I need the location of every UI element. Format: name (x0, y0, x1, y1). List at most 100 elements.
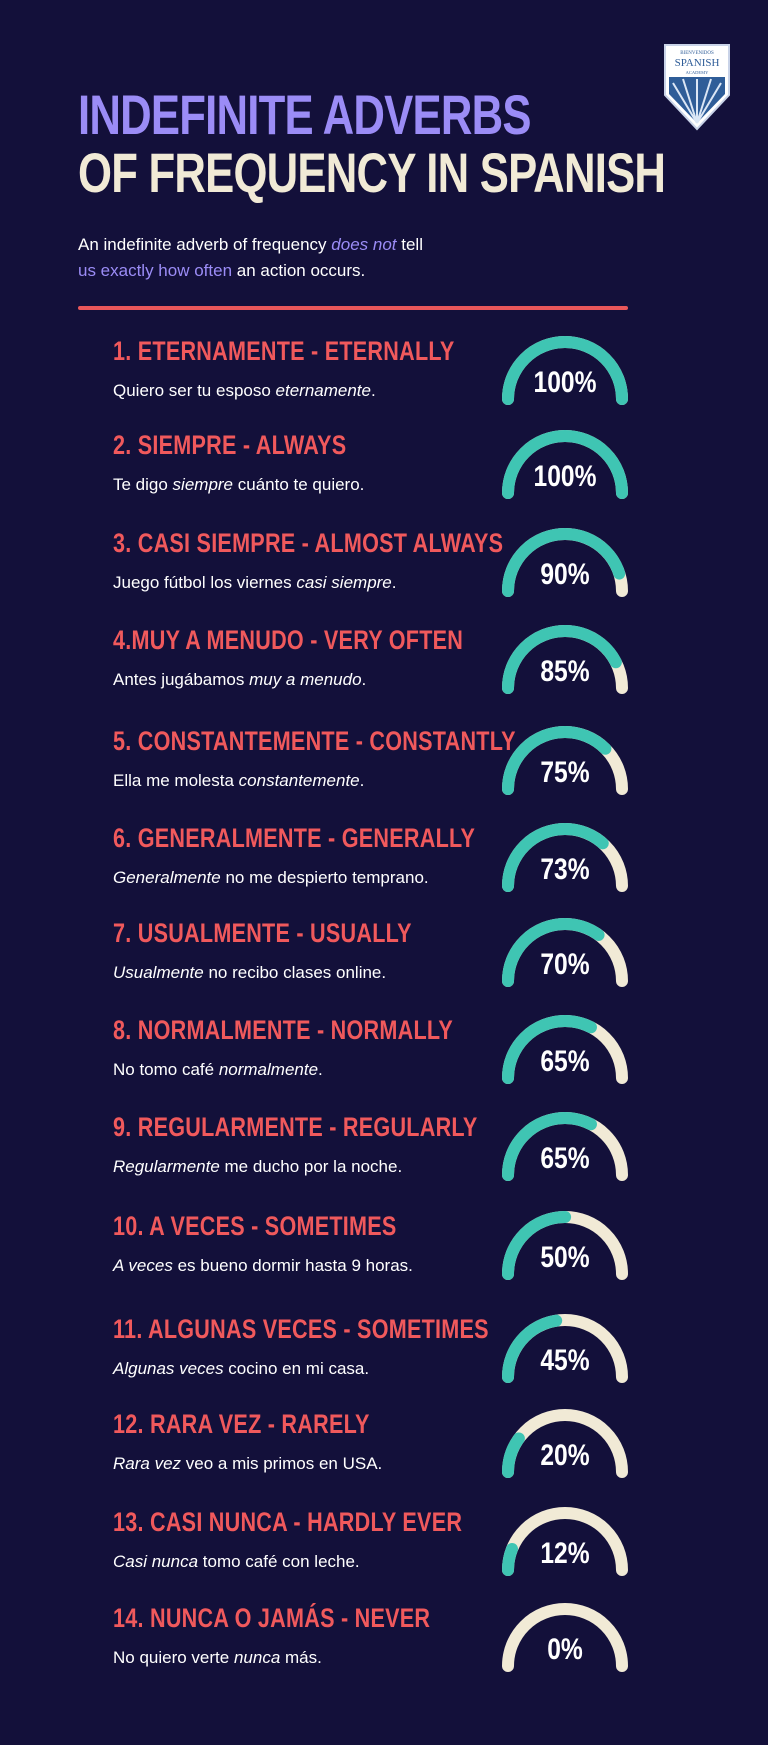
frequency-gauge: 45% (498, 1310, 632, 1390)
adverb-heading: 11. ALGUNAS VECES - SOMETIMES (113, 1314, 489, 1344)
sentence-adverb: casi siempre (296, 573, 392, 592)
example-sentence: Algunas veces cocino en mi casa. (113, 1359, 369, 1379)
frequency-gauge: 0% (498, 1599, 632, 1679)
frequency-gauge: 73% (498, 819, 632, 899)
sentence-text: Antes jugábamos (113, 670, 250, 689)
gauge-fill (502, 336, 628, 405)
adverb-heading: 8. NORMALMENTE - NORMALLY (113, 1015, 453, 1045)
adverb-item: 3. CASI SIEMPRE - ALMOST ALWAYS Juego fút… (0, 528, 768, 624)
shield-logo-icon: BIENVENIDOS SPANISH ACADEMY (664, 44, 730, 131)
sentence-text: No quiero verte (113, 1648, 234, 1667)
adverb-item: 8. NORMALMENTE - NORMALLY No tomo café no… (0, 1015, 768, 1111)
intro-part-5: an action occurs. (232, 261, 366, 280)
frequency-gauge: 20% (498, 1405, 632, 1485)
gauge-fill (502, 1211, 628, 1280)
frequency-gauge: 70% (498, 914, 632, 994)
adverb-item: 9. REGULARMENTE - REGULARLY Regularmente … (0, 1112, 768, 1208)
title-line-1: INDEFINITE ADVERBS (78, 83, 532, 146)
example-sentence: No quiero verte nunca más. (113, 1648, 322, 1668)
sentence-adverb: Casi nunca (113, 1552, 199, 1571)
gauge-percent: 100% (533, 460, 597, 493)
gauge-percent: 85% (540, 655, 590, 688)
example-sentence: Usualmente no recibo clases online. (113, 963, 386, 983)
adverb-heading: 4.MUY A MENUDO - VERY OFTEN (113, 625, 464, 655)
sentence-text: me ducho por la noche. (219, 1157, 403, 1176)
adverb-item: 13. CASI NUNCA - HARDLY EVER Casi nunca t… (0, 1507, 768, 1603)
sentence-adverb: eternamente (275, 381, 371, 400)
adverb-heading: 2. SIEMPRE - ALWAYS (113, 430, 347, 460)
example-sentence: Te digo siempre cuánto te quiero. (113, 475, 364, 495)
gauge-percent: 20% (540, 1439, 590, 1472)
gauge-fill (502, 1314, 628, 1383)
adverb-heading: 10. A VECES - SOMETIMES (113, 1211, 397, 1241)
gauge-fill (502, 1112, 628, 1181)
sentence-text: . (318, 1060, 323, 1079)
sentence-text: . (370, 381, 376, 400)
example-sentence: Antes jugábamos muy a menudo. (113, 670, 366, 690)
sentence-text: tomo café con leche. (198, 1552, 360, 1571)
sentence-text: No tomo café (113, 1060, 219, 1079)
intro-part-1: An indefinite adverb of frequency (78, 235, 332, 254)
gauge-percent: 65% (540, 1142, 590, 1175)
adverb-heading: 1. ETERNAMENTE - ETERNALLY (113, 336, 455, 366)
sentence-adverb: Regularmente (113, 1157, 220, 1176)
sentence-adverb: Algunas veces (113, 1359, 224, 1378)
example-sentence: A veces es bueno dormir hasta 9 horas. (113, 1256, 413, 1276)
intro-part-3: tell (396, 235, 423, 254)
sentence-adverb: normalmente (218, 1060, 319, 1079)
intro-does-not: does not (331, 235, 397, 254)
adverb-heading: 13. CASI NUNCA - HARDLY EVER (113, 1507, 463, 1537)
example-sentence: Ella me molesta constantemente. (113, 771, 364, 791)
sentence-text: Te digo (113, 475, 173, 494)
intro-text: An indefinite adverb of frequency does n… (78, 232, 518, 284)
gauge-percent: 70% (540, 948, 590, 981)
adverb-heading: 7. USUALMENTE - USUALLY (113, 918, 412, 948)
frequency-gauge: 75% (498, 722, 632, 802)
logo-top-text: BIENVENIDOS (680, 51, 714, 56)
gauge-fill (502, 625, 628, 694)
sentence-text: es bueno dormir hasta 9 horas. (172, 1256, 413, 1275)
adverb-heading: 9. REGULARMENTE - REGULARLY (113, 1112, 478, 1142)
sentence-text: Quiero ser tu esposo (113, 381, 276, 400)
gauge-fill (502, 430, 628, 499)
sentence-text: no recibo clases online. (203, 963, 387, 982)
sentence-text: . (361, 670, 367, 689)
gauge-fill (502, 918, 628, 987)
gauge-fill (502, 823, 628, 892)
gauge-fill (502, 726, 628, 795)
gauge-percent: 65% (540, 1045, 590, 1078)
adverb-item: 4.MUY A MENUDO - VERY OFTEN Antes jugábam… (0, 625, 768, 721)
gauge-percent: 45% (540, 1344, 590, 1377)
sentence-adverb: constantemente (238, 771, 360, 790)
sentence-adverb: nunca (233, 1648, 281, 1667)
example-sentence: Quiero ser tu esposo eternamente. (113, 381, 376, 401)
gauge-percent: 73% (540, 853, 590, 886)
sentence-adverb: muy a menudo (249, 670, 362, 689)
sentence-text: . (359, 771, 365, 790)
sentence-adverb: Rara vez (113, 1454, 182, 1473)
divider (78, 306, 628, 310)
sentence-text: cuánto te quiero. (233, 475, 365, 494)
gauge-percent: 100% (533, 366, 597, 399)
example-sentence: Generalmente no me despierto temprano. (113, 868, 429, 888)
gauge-track (502, 1603, 628, 1672)
frequency-gauge: 100% (498, 332, 632, 412)
sentence-text: . (391, 573, 397, 592)
title-line-2: OF FREQUENCY IN SPANISH (78, 141, 666, 204)
intro-how-often: us exactly how often (78, 261, 233, 280)
frequency-gauge: 65% (498, 1011, 632, 1091)
sentence-text: no me despierto temprano. (220, 868, 429, 887)
adverb-item: 6. GENERALMENTE - GENERALLY Generalmente … (0, 823, 768, 919)
example-sentence: Juego fútbol los viernes casi siempre. (113, 573, 397, 593)
sentence-adverb: A veces (113, 1256, 173, 1275)
page-title: INDEFINITE ADVERBS OF FREQUENCY IN SPANI… (78, 86, 768, 202)
logo-sub-text: ACADEMY (686, 70, 710, 75)
adverb-item: 14. NUNCA O JAMÁS - NEVER No quiero verte… (0, 1603, 768, 1699)
sentence-text: más. (280, 1648, 322, 1667)
adverb-item: 2. SIEMPRE - ALWAYS Te digo siempre cuánt… (0, 430, 768, 526)
sentence-adverb: Generalmente (113, 868, 221, 887)
example-sentence: Rara vez veo a mis primos en USA. (113, 1454, 382, 1474)
adverb-heading: 3. CASI SIEMPRE - ALMOST ALWAYS (113, 528, 504, 558)
frequency-gauge: 90% (498, 524, 632, 604)
example-sentence: Casi nunca tomo café con leche. (113, 1552, 360, 1572)
